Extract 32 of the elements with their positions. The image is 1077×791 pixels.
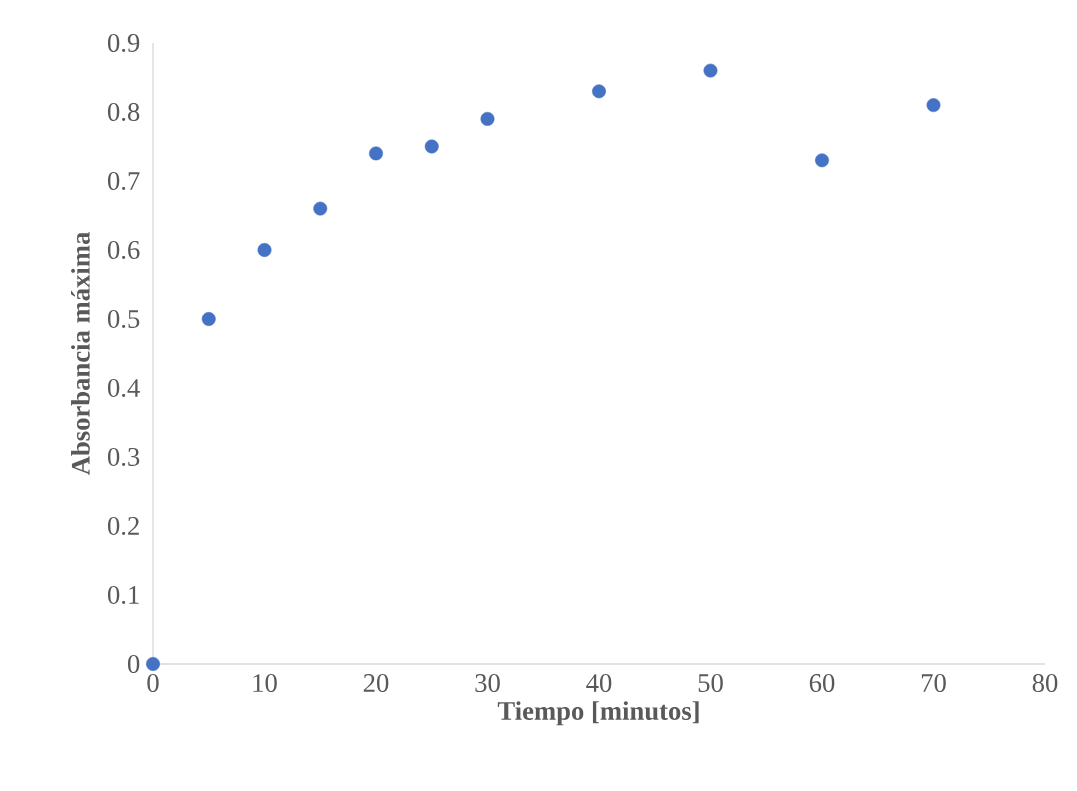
y-tick-label: 0.3	[107, 447, 140, 467]
y-tick-label: 0.2	[107, 516, 139, 536]
y-axis-title: Absorbancia máxima	[71, 232, 90, 476]
y-tick-label: 0.4	[107, 378, 140, 398]
point	[257, 243, 272, 257]
x-tick-label: 70	[921, 674, 946, 693]
x-tick-label: 60	[809, 674, 835, 693]
x-tick-label: 0	[147, 674, 159, 693]
point	[369, 146, 383, 161]
point	[201, 312, 216, 326]
y-tick-label: 0.1	[107, 585, 139, 605]
y-tick-label: 0.6	[107, 240, 140, 260]
point	[480, 111, 495, 126]
y-tick-label: 0.5	[107, 309, 140, 329]
point	[926, 98, 941, 113]
x-tick-label: 10	[253, 674, 277, 693]
x-tick-label: 20	[363, 674, 389, 693]
y-tick-label: 0.8	[107, 102, 140, 122]
x-tick-label: 40	[586, 674, 612, 693]
x-axis-title: Tiempo [minutos]	[497, 701, 699, 726]
x-tick-label: 30	[475, 674, 500, 693]
x-tick-label: 80	[1032, 674, 1058, 693]
point	[592, 84, 606, 99]
point	[424, 139, 439, 154]
point	[815, 153, 829, 168]
y-tick-label: 0	[127, 654, 140, 673]
x-tick-label: 50	[698, 674, 723, 693]
y-tick-label: 0.7	[107, 171, 140, 191]
y-tick-label: 0.9	[107, 33, 140, 53]
point	[703, 63, 718, 78]
point	[146, 657, 160, 671]
point	[313, 201, 328, 216]
